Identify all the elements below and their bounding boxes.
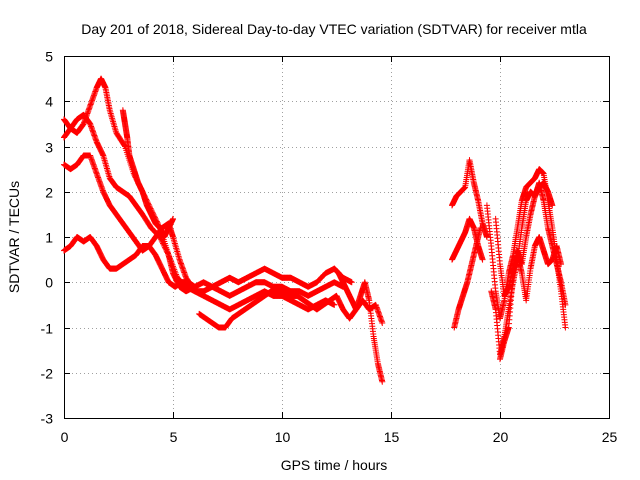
- y-tick-label: -1: [41, 321, 54, 337]
- data-point: [160, 240, 167, 247]
- data-point: [163, 246, 170, 253]
- data-point: [170, 215, 176, 222]
- chart-title: Day 201 of 2018, Sidereal Day-to-day VTE…: [81, 21, 587, 37]
- data-point: [163, 248, 170, 255]
- data-point: [191, 283, 198, 290]
- data-point: [161, 243, 168, 250]
- y-tick-label: -3: [41, 411, 54, 427]
- data-point: [162, 245, 169, 252]
- series-arc-i: [449, 215, 486, 263]
- data-point: [477, 224, 484, 231]
- data-point: [165, 250, 172, 257]
- data-point: [164, 249, 171, 256]
- y-tick-label: 3: [45, 140, 53, 156]
- series-arc-h: [449, 157, 490, 240]
- data-points: [61, 75, 569, 385]
- series-arc-d: [61, 234, 198, 290]
- data-point: [157, 235, 164, 242]
- x-tick-label: 0: [61, 429, 69, 445]
- x-tick-label: 5: [170, 429, 178, 445]
- data-point: [331, 301, 338, 308]
- data-point: [562, 301, 569, 308]
- data-point: [558, 261, 565, 268]
- y-tick-label: -2: [41, 366, 54, 382]
- data-point: [379, 378, 386, 385]
- x-tick-label: 10: [275, 429, 291, 445]
- data-point: [562, 324, 569, 331]
- data-point: [379, 319, 386, 326]
- x-tick-label: 25: [602, 429, 618, 445]
- data-point: [549, 202, 556, 209]
- series-arc-j: [451, 224, 484, 331]
- data-point: [158, 237, 165, 244]
- series-arc-f: [119, 107, 176, 240]
- data-point: [479, 256, 486, 263]
- series-arc-e: [196, 288, 386, 331]
- y-tick-label: 4: [45, 94, 53, 110]
- y-tick-label: 0: [45, 275, 53, 291]
- x-tick-label: 15: [384, 429, 400, 445]
- series-arc-n: [497, 179, 556, 363]
- y-tick-label: 1: [45, 230, 53, 246]
- x-tick-label: 20: [493, 429, 509, 445]
- data-point: [158, 236, 165, 243]
- y-tick-label: 5: [45, 49, 53, 65]
- series-arc-g: [331, 265, 386, 385]
- y-axis-label: SDTVAR / TECUs: [6, 181, 22, 293]
- data-point: [161, 244, 168, 251]
- data-point: [160, 241, 167, 248]
- axis-ticks: 0 5 10 15 20 25 -3 -2 -1 0 1 2 3 4 5: [41, 49, 618, 446]
- data-point: [159, 239, 166, 246]
- series-arc-b: [61, 111, 347, 299]
- data-point: [348, 279, 355, 286]
- x-axis-label: GPS time / hours: [281, 457, 388, 473]
- y-tick-label: 2: [45, 185, 53, 201]
